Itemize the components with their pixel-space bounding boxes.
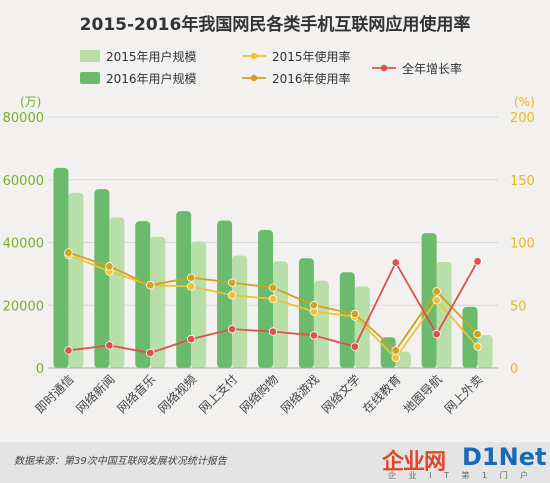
bar-2015: [109, 217, 125, 368]
series-point: [105, 262, 114, 271]
x-category-label: 在线教育: [359, 372, 404, 417]
legend-marker: [380, 64, 388, 72]
series-point: [268, 283, 278, 292]
series-point: [227, 291, 237, 300]
x-category-label: 网络音乐: [114, 372, 159, 417]
series-point: [186, 273, 196, 282]
legend-label: 2015年用户规模: [106, 49, 197, 64]
bar-2015: [150, 236, 166, 368]
series-point: [391, 353, 400, 363]
x-category-label: 网上支付: [196, 372, 240, 416]
bar-2015: [354, 286, 370, 368]
series-point: [432, 287, 441, 296]
legend-swatch: [80, 50, 100, 62]
series-point: [146, 280, 155, 290]
series-point: [309, 331, 319, 340]
legend-swatch: [80, 72, 100, 84]
x-category-label: 网络游戏: [277, 372, 322, 417]
bar-2015: [68, 192, 84, 368]
bar-2015: [232, 255, 248, 368]
source-note: 数据来源：第39次中国互联网发展状况统计报告: [14, 456, 227, 467]
x-category-label: 即时通信: [33, 372, 77, 416]
series-point: [64, 346, 73, 355]
series-point: [391, 346, 400, 355]
y-left-tick-label: 60000: [3, 174, 44, 189]
legend-marker: [250, 52, 258, 60]
y-right-tick-label: 100: [510, 237, 535, 252]
bar-2015: [395, 351, 411, 368]
y-right-tick-label: 50: [510, 299, 527, 314]
series-point: [227, 324, 237, 334]
series-point: [432, 296, 441, 305]
series-point: [391, 258, 400, 267]
d1net-logo: 企业网 D1Net 企 业 I T 第 1 门 户: [382, 443, 546, 480]
logo-sub-text: 企 业 I T 第 1 门 户: [388, 471, 534, 480]
chart-title: 2015-2016年我国网民各类手机互联网应用使用率: [80, 14, 471, 35]
source-bar: [0, 442, 550, 483]
series-point: [186, 282, 196, 291]
x-category-label: 网络视频: [155, 372, 200, 417]
logo-accent-text: D1Net: [462, 443, 547, 471]
series-point: [473, 329, 482, 339]
bar-2016: [53, 167, 69, 368]
bar-2015: [313, 280, 329, 368]
bar-2015: [436, 261, 452, 368]
x-category-label: 网络新闻: [73, 372, 118, 417]
bar-2016: [339, 272, 355, 368]
logo-main-text: 企业网: [382, 450, 446, 475]
series-point: [350, 342, 360, 351]
series-point: [309, 301, 319, 310]
series-point: [473, 342, 482, 351]
x-category-label: 地图导航: [400, 372, 445, 417]
series-point: [268, 327, 278, 336]
bar-2015: [273, 261, 288, 368]
y-left-tick-label: 40000: [3, 237, 44, 252]
series-point: [432, 329, 441, 339]
y-left-tick-label: 0: [36, 362, 44, 377]
series-point: [268, 294, 278, 304]
y-right-tick-label: 0: [510, 362, 518, 377]
bar-2015: [191, 241, 207, 368]
x-category-label: 网络文学: [318, 372, 363, 417]
bar-2016: [298, 258, 314, 368]
series-point: [350, 309, 360, 319]
bar-2015: [477, 335, 493, 368]
legend-label: 全年增长率: [402, 61, 462, 76]
bar-2016: [94, 189, 110, 368]
x-category-label: 网上外卖: [442, 372, 486, 416]
bar-2016: [135, 221, 151, 368]
series-point: [186, 334, 196, 344]
left-axis-unit: (万): [20, 95, 41, 109]
x-category-label: 网络购物: [237, 372, 282, 417]
series-point: [146, 348, 155, 358]
legend-label: 2015年使用率: [272, 49, 351, 64]
series-point: [473, 257, 482, 266]
bar-2016: [176, 211, 192, 368]
y-left-tick-label: 80000: [3, 111, 44, 126]
legend-label: 2016年用户规模: [106, 71, 197, 86]
y-right-tick-label: 200: [510, 111, 535, 126]
legend-label: 2016年使用率: [272, 71, 351, 86]
series-point: [105, 341, 114, 350]
right-axis-unit: (%): [514, 95, 535, 109]
y-left-tick-label: 20000: [3, 299, 44, 314]
y-right-tick-label: 150: [510, 174, 535, 189]
bar-2016: [380, 337, 396, 368]
legend-marker: [250, 74, 258, 82]
series-point: [227, 278, 237, 287]
series-point: [64, 248, 73, 257]
